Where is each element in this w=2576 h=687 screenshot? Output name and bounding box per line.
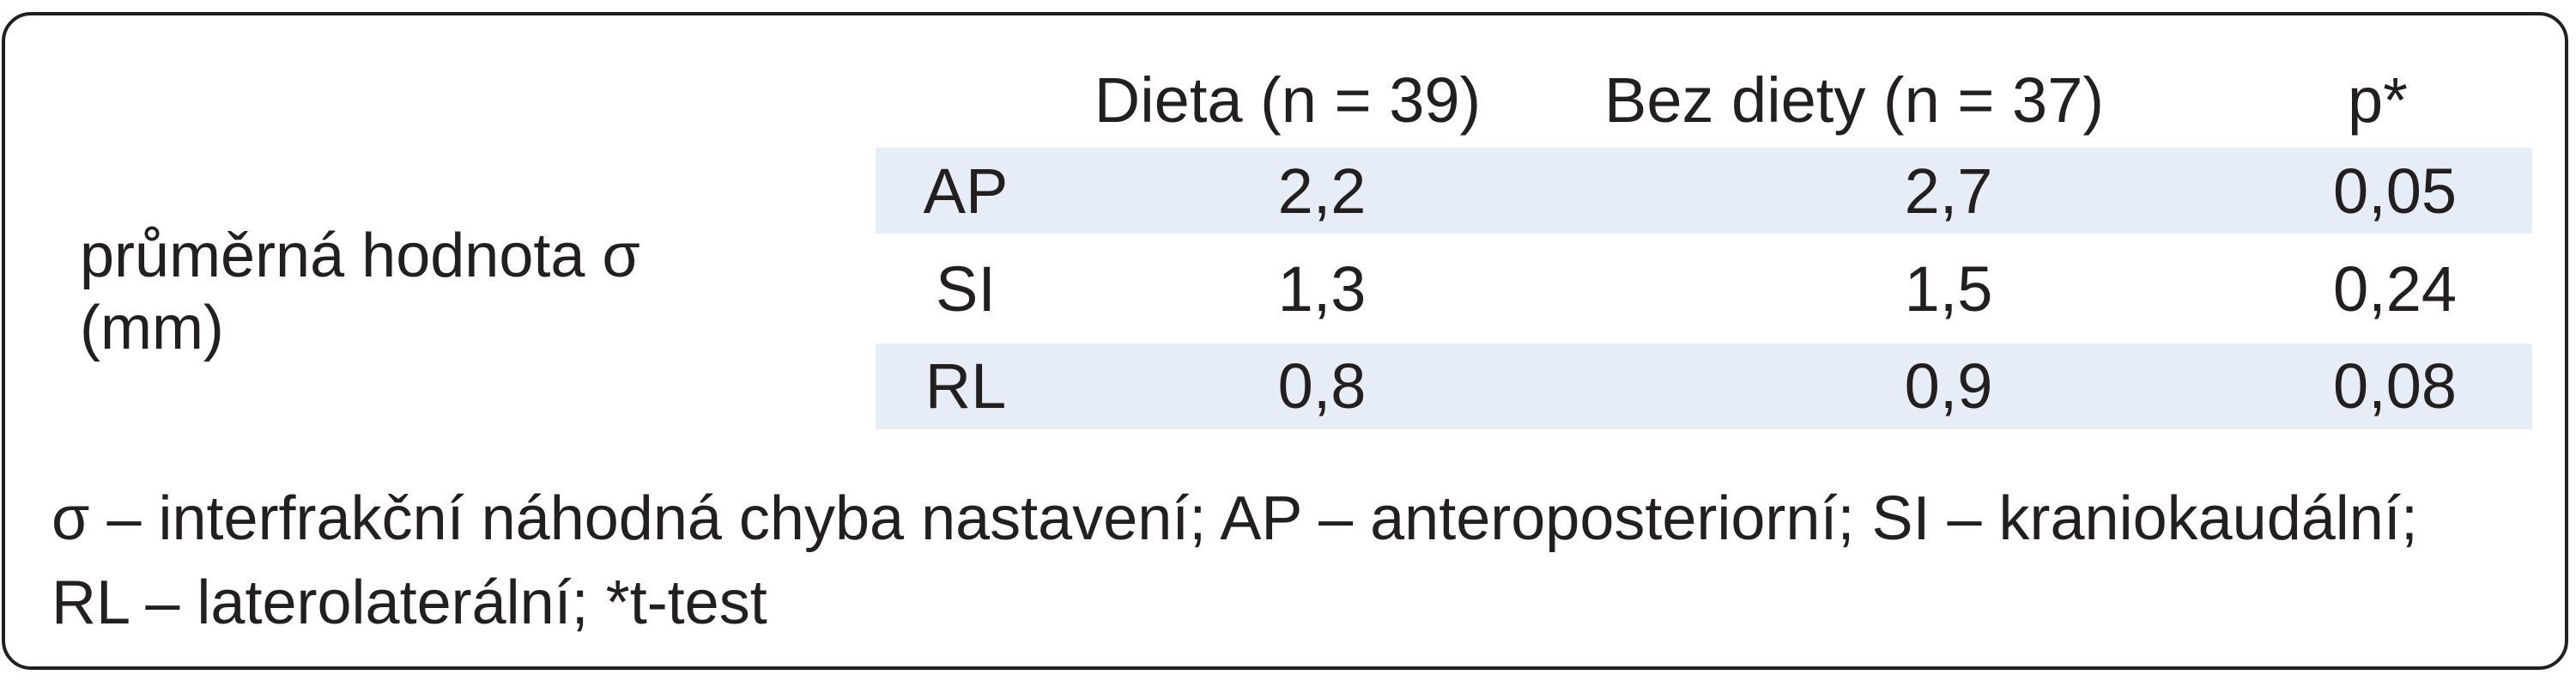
header-p-value: p*	[2348, 64, 2408, 136]
row-highlight-ap	[876, 148, 2532, 234]
table-footnote: σ – interfrakční náhodná chyba nastavení…	[52, 477, 2541, 645]
table-row-ap-no-diet: 2,7	[1904, 155, 1993, 227]
table-row-rl-no-diet: 0,9	[1904, 350, 1993, 422]
row-group-label-line2: (mm)	[80, 294, 224, 362]
table-row-si-no-diet: 1,5	[1904, 253, 1993, 325]
footnote-line1: σ – interfrakční náhodná chyba nastavení…	[52, 484, 2418, 553]
table-row-ap-p: 0,05	[2332, 155, 2458, 227]
table-row-ap-axis: AP	[923, 155, 1009, 227]
header-diet: Dieta (n = 39)	[1094, 64, 1482, 136]
table-row-rl-axis: RL	[924, 350, 1007, 422]
table-row-si-diet: 1,3	[1277, 253, 1367, 325]
table-row-si-p: 0,24	[2332, 253, 2458, 325]
table-frame	[2, 12, 2568, 670]
row-group-label: průměrná hodnota σ (mm)	[80, 220, 640, 364]
table-row-rl-diet: 0,8	[1277, 350, 1367, 422]
table-row-ap-diet: 2,2	[1277, 155, 1367, 227]
table-row-rl-p: 0,08	[2332, 350, 2458, 422]
row-highlight-rl	[876, 344, 2532, 429]
row-group-label-line1: průměrná hodnota σ	[80, 222, 640, 290]
table-row-si-axis: SI	[936, 253, 996, 325]
header-no-diet: Bez diety (n = 37)	[1603, 64, 2105, 136]
footnote-line2: RL – laterolaterální; *t-test	[52, 568, 767, 637]
